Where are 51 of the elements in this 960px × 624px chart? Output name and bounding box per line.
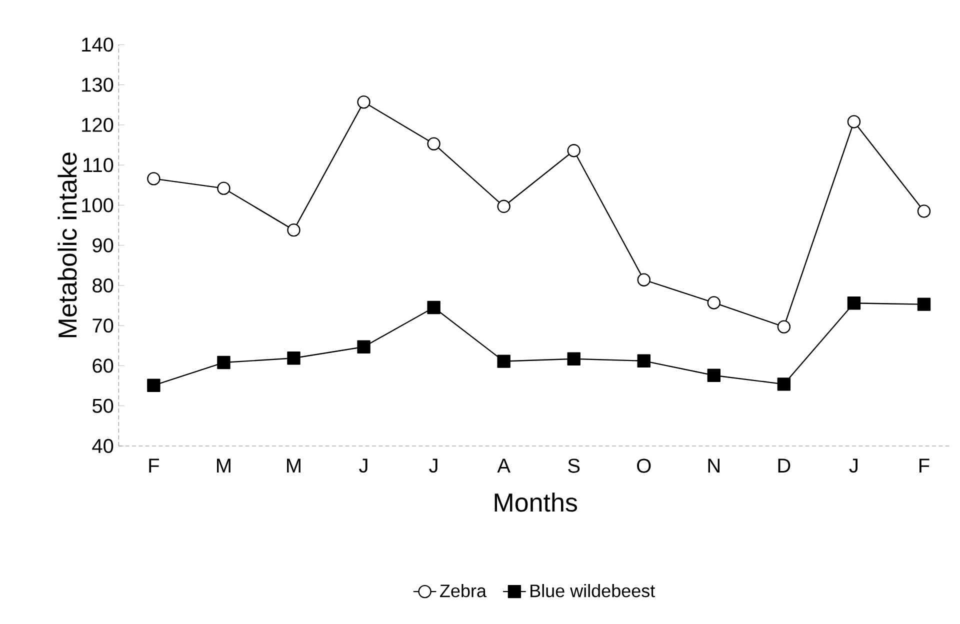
point — [217, 356, 230, 370]
y-tick-label: 50 — [92, 398, 114, 413]
y-tick-label: 120 — [82, 118, 114, 132]
point — [357, 340, 370, 354]
legend-label: Blue wildebeest — [530, 584, 656, 598]
point — [707, 368, 721, 382]
x-tick-label: J — [849, 458, 858, 473]
y-tick-label: 140 — [82, 38, 114, 52]
y-tick-label: 90 — [92, 238, 114, 252]
point — [427, 137, 440, 150]
point — [847, 296, 861, 310]
y-tick-label: 60 — [92, 358, 114, 373]
point — [637, 273, 650, 286]
x-tick-label: N — [708, 458, 720, 472]
point — [847, 115, 861, 128]
point — [707, 296, 721, 310]
point — [357, 95, 370, 109]
y-tick-label: 100 — [82, 198, 114, 212]
point — [217, 182, 230, 195]
x-tick-label: M — [217, 458, 230, 472]
point — [497, 200, 510, 213]
point — [917, 204, 931, 218]
y-tick-label: 130 — [82, 78, 114, 92]
x-tick-label: F — [149, 458, 159, 472]
point — [497, 354, 510, 368]
x-tick-label: O — [637, 458, 651, 473]
y-tick-label: 80 — [92, 278, 114, 293]
x-tick-label: M — [287, 458, 300, 472]
point — [637, 354, 650, 368]
point — [147, 172, 160, 186]
x-tick-label: D — [778, 458, 790, 472]
point — [567, 144, 580, 158]
x-tick-label: J — [359, 458, 368, 473]
x-tick-label: F — [920, 458, 930, 472]
point — [567, 352, 580, 366]
x-tick-label: S — [568, 458, 580, 473]
x-axis-title: Months — [494, 492, 578, 512]
y-tick-label: 70 — [92, 318, 114, 333]
point — [777, 320, 791, 334]
y-axis-title: Metabolic intake — [58, 152, 77, 338]
y-tick-label: 110 — [84, 158, 114, 172]
point — [147, 378, 160, 392]
point — [917, 298, 931, 311]
point — [777, 378, 791, 391]
x-tick-label: A — [497, 458, 510, 472]
x-tick-label: J — [429, 458, 438, 473]
y-tick-label: 40 — [92, 438, 114, 454]
legend-label: Zebra — [440, 584, 486, 598]
point — [287, 351, 300, 365]
point — [427, 300, 440, 314]
point — [287, 223, 300, 237]
